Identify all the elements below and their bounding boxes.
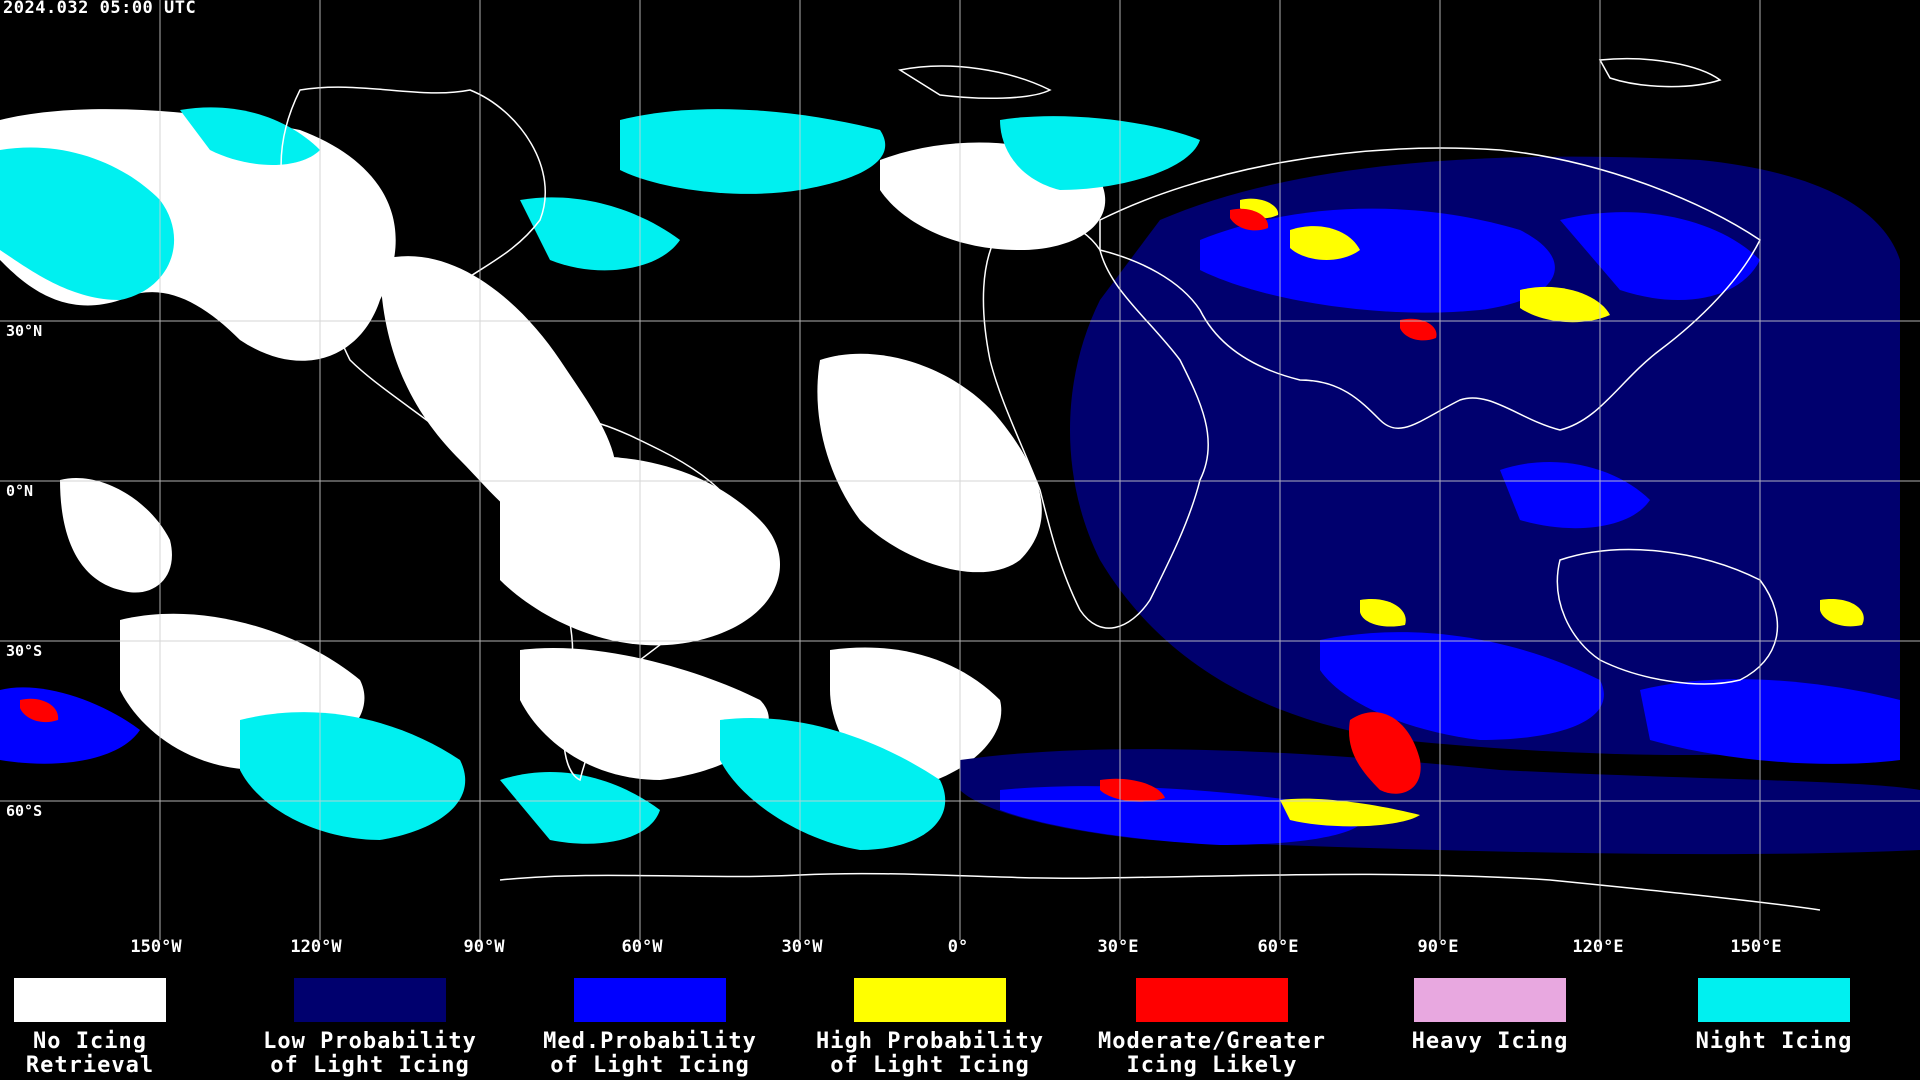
lon-label-0: 0° [947, 937, 969, 957]
no-icing-region [0, 109, 1106, 790]
lon-label-120e: 120°E [1572, 937, 1624, 957]
legend-swatch [1698, 978, 1850, 1022]
lat-label-60s: 60°S [6, 802, 43, 820]
icing-map: 2024.032 05:00 UTC 30°N 0°N 30°S 60°S 15… [0, 0, 1920, 957]
legend-item-low-probability: Low Probability of Light Icing [250, 978, 490, 1078]
legend-swatch [294, 978, 446, 1022]
legend-swatch [1414, 978, 1566, 1022]
lat-label-30s: 30°S [6, 642, 43, 660]
map-canvas [0, 0, 1920, 940]
legend-item-heavy-icing: Heavy Icing [1370, 978, 1610, 1054]
lon-label-90e: 90°E [1417, 937, 1459, 957]
lon-label-60e: 60°E [1257, 937, 1299, 957]
night-icing-region [0, 107, 1440, 850]
legend-label: Retrieval [25, 1053, 155, 1078]
lon-label-120w: 120°W [290, 937, 342, 957]
legend-swatch [14, 978, 166, 1022]
legend-label: Icing Likely [1126, 1053, 1298, 1078]
graticule [0, 0, 1920, 940]
lon-label-150w: 150°W [130, 937, 182, 957]
legend-swatch [1136, 978, 1288, 1022]
legend-label: High Probability [816, 1029, 1044, 1054]
legend-item-no-icing: No Icing Retrieval [0, 978, 210, 1078]
legend: No Icing Retrieval Low Probability of Ligh… [0, 960, 1920, 1080]
legend-label: No Icing [33, 1029, 147, 1054]
moderate-greater-region [20, 208, 1437, 802]
legend-label: of Light Icing [830, 1053, 1030, 1078]
legend-item-night-icing: Night Icing [1654, 978, 1894, 1054]
legend-label: Night Icing [1695, 1029, 1853, 1054]
legend-item-moderate-greater: Moderate/Greater Icing Likely [1092, 978, 1332, 1078]
timestamp-label: 2024.032 05:00 UTC [3, 0, 197, 18]
lon-label-30w: 30°W [781, 937, 823, 957]
coastlines [280, 57, 1821, 911]
legend-label: Moderate/Greater [1098, 1029, 1326, 1054]
lat-label-30n: 30°N [6, 322, 43, 340]
lon-label-90w: 90°W [463, 937, 505, 957]
legend-label: Low Probability [263, 1029, 477, 1054]
lon-label-150e: 150°E [1730, 937, 1782, 957]
legend-label: of Light Icing [550, 1053, 750, 1078]
lon-label-60w: 60°W [621, 937, 663, 957]
high-probability-region [1240, 198, 1864, 827]
legend-swatch [574, 978, 726, 1022]
legend-label: Med.Probability [543, 1029, 757, 1054]
legend-label: of Light Icing [270, 1053, 470, 1078]
lon-label-30e: 30°E [1097, 937, 1139, 957]
legend-swatch [854, 978, 1006, 1022]
legend-item-high-probability: High Probability of Light Icing [810, 978, 1050, 1078]
legend-item-med-probability: Med.Probability of Light Icing [530, 978, 770, 1078]
legend-label: Heavy Icing [1411, 1029, 1569, 1054]
lat-label-0n: 0°N [6, 482, 34, 500]
